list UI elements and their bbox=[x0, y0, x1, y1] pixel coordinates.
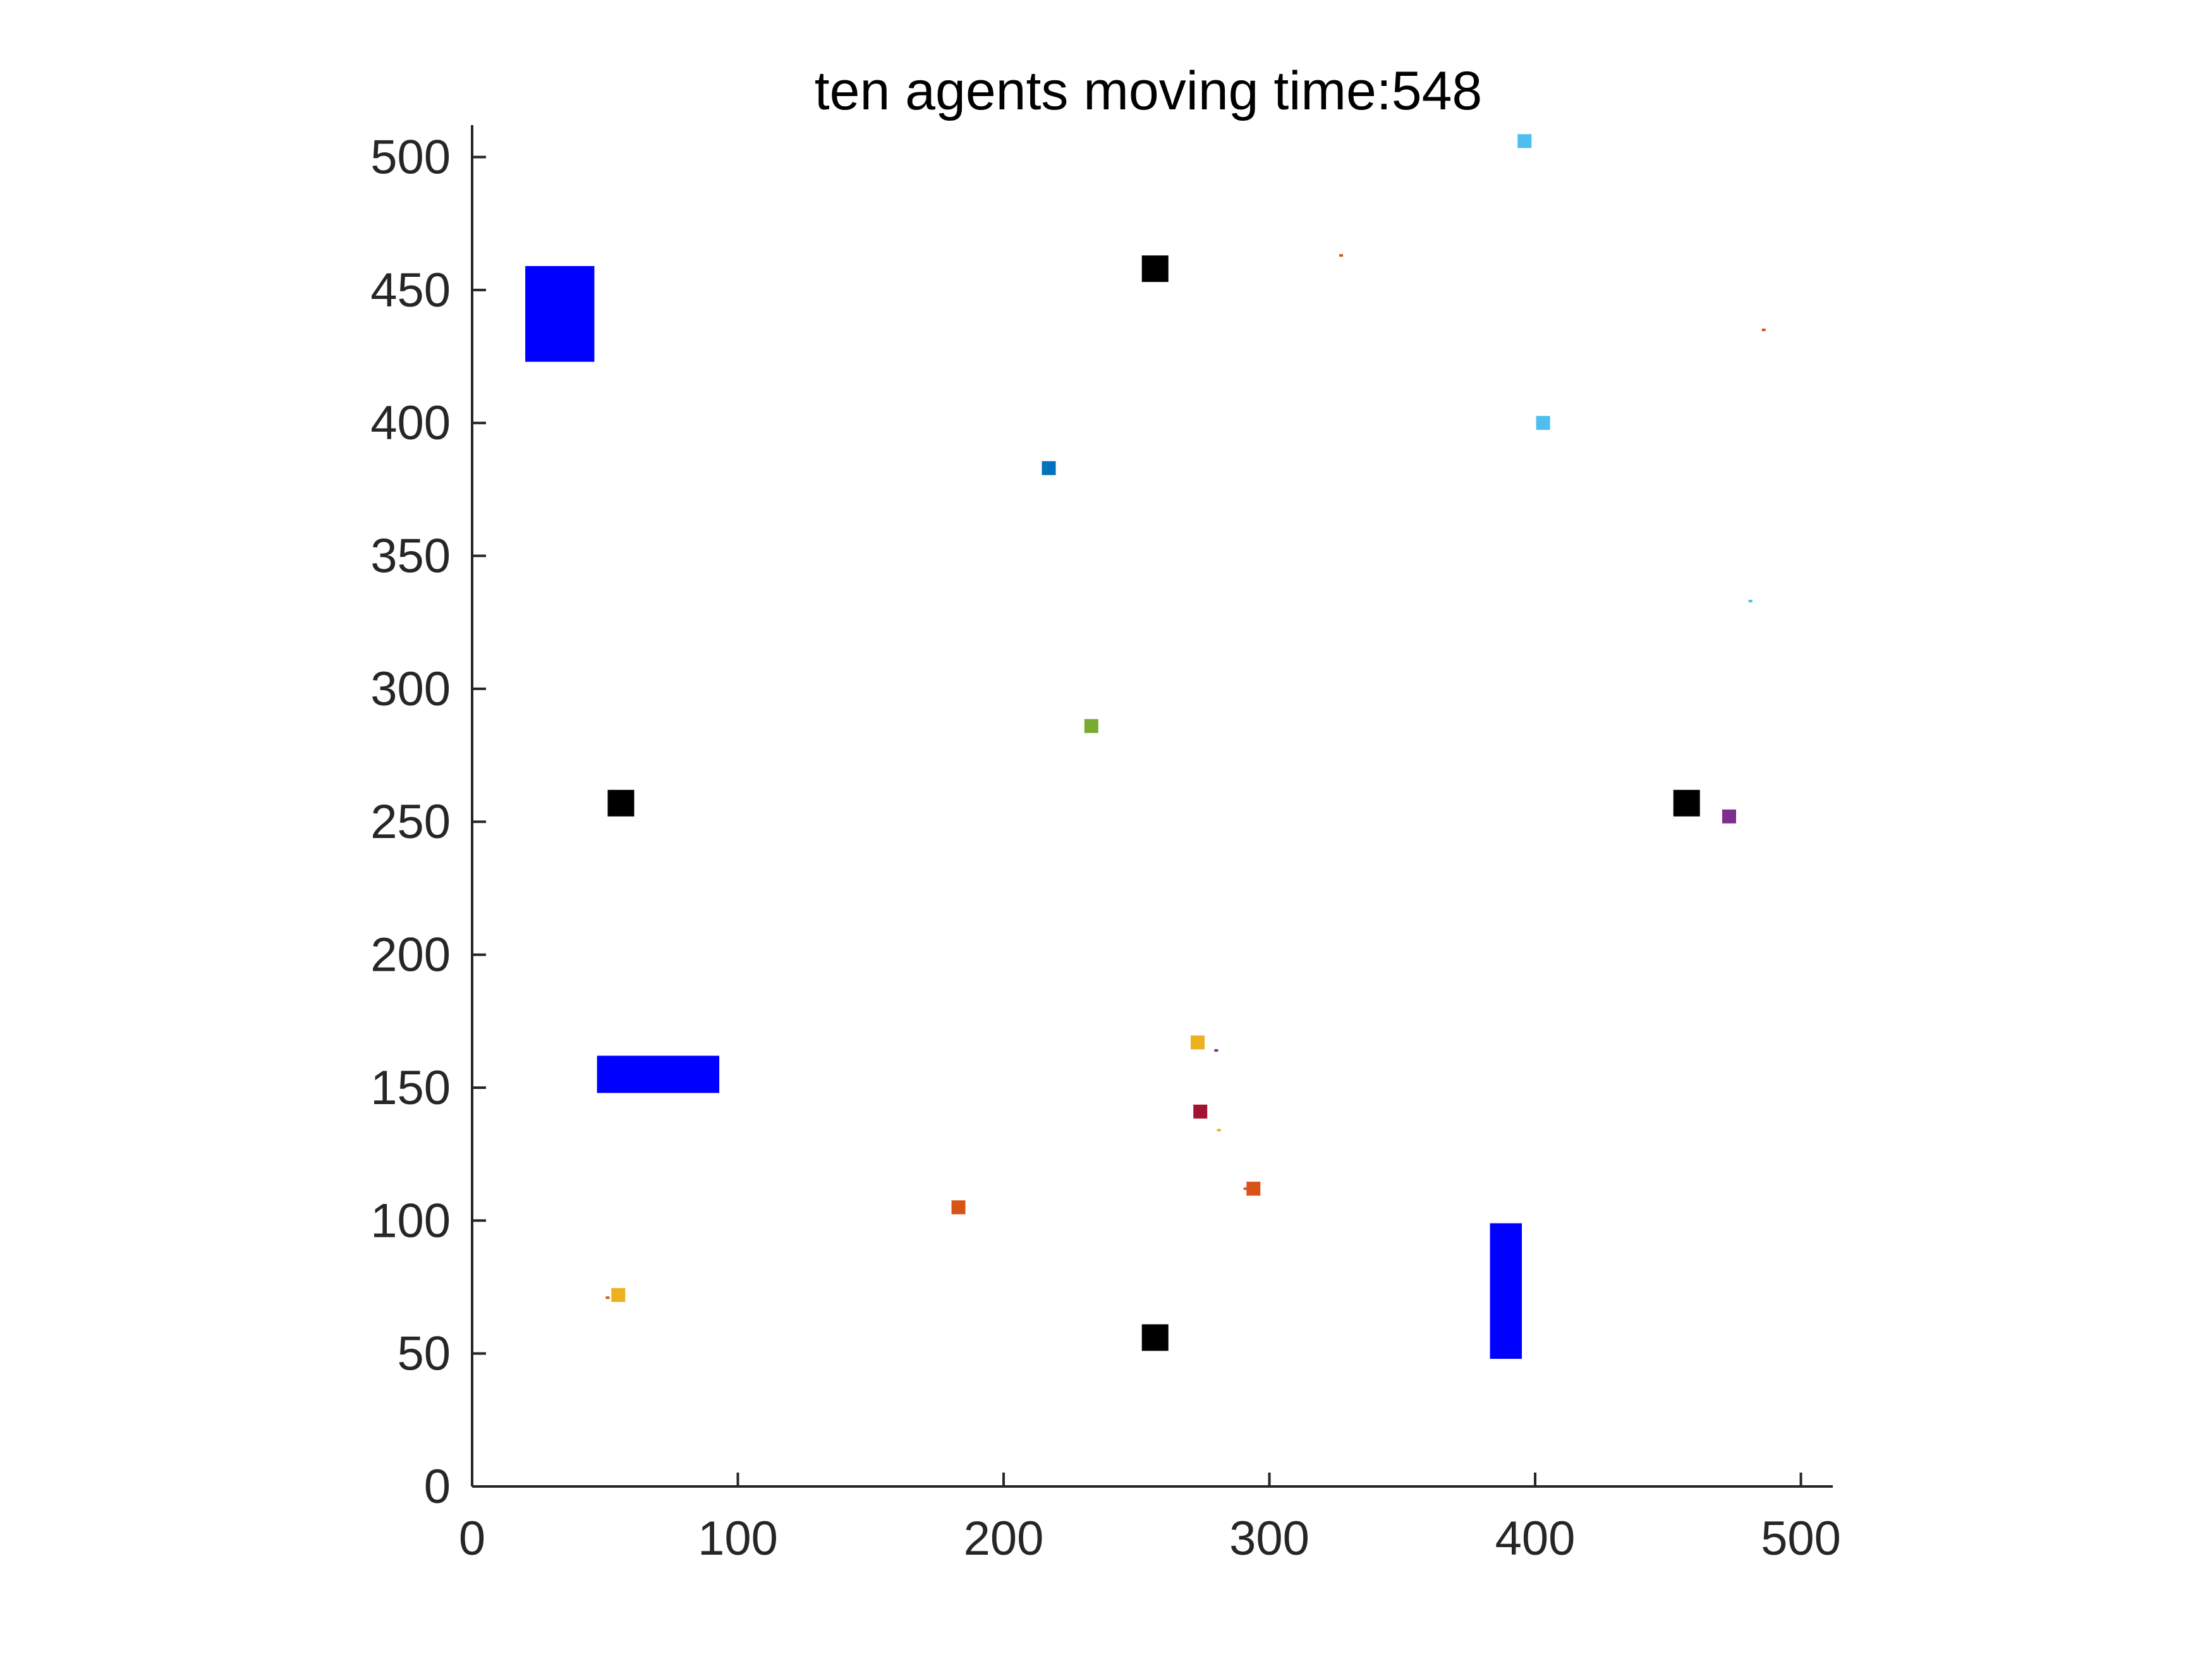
y-tick-label: 50 bbox=[397, 1327, 451, 1381]
agent-marker bbox=[1722, 809, 1737, 823]
x-tick-label: 400 bbox=[1495, 1512, 1576, 1565]
agent-trace bbox=[605, 1296, 610, 1299]
stations-layer bbox=[607, 255, 1700, 1351]
chart-title: ten agents moving time:548 bbox=[815, 61, 1483, 121]
y-tick-label: 0 bbox=[424, 1460, 451, 1514]
agent-trace bbox=[1243, 1187, 1248, 1190]
x-tick-label: 100 bbox=[698, 1512, 778, 1565]
agent-trace bbox=[1761, 328, 1766, 331]
y-tick-label: 100 bbox=[370, 1194, 451, 1248]
agent-trace bbox=[1339, 254, 1344, 257]
agent-marker bbox=[1193, 1104, 1208, 1119]
axes: 0 100 200 300 400 500 0 50 100 150 200 250 300 350 400… bbox=[370, 125, 1841, 1565]
y-tick-label: 200 bbox=[370, 928, 451, 982]
x-tick-label: 0 bbox=[459, 1512, 485, 1565]
agent-marker bbox=[1042, 461, 1056, 475]
x-tick-label: 200 bbox=[964, 1512, 1044, 1565]
agent-marker bbox=[1536, 416, 1550, 430]
y-tick-label: 400 bbox=[370, 396, 451, 450]
y-tick-label: 300 bbox=[370, 662, 451, 716]
agent-trace bbox=[1748, 600, 1753, 603]
agent-marker bbox=[951, 1200, 966, 1215]
agent-marker bbox=[1517, 134, 1532, 149]
obstacle-rect bbox=[1490, 1223, 1522, 1359]
station-marker bbox=[1141, 1324, 1169, 1351]
agent-marker bbox=[1084, 719, 1098, 733]
x-tick-label: 300 bbox=[1229, 1512, 1310, 1565]
obstacle-rect bbox=[525, 265, 595, 362]
agent-trace bbox=[1214, 1049, 1218, 1052]
agent-marker bbox=[1246, 1181, 1261, 1196]
y-tick-label: 250 bbox=[370, 795, 451, 849]
station-marker bbox=[607, 789, 635, 817]
agent-marker bbox=[1190, 1035, 1205, 1050]
traces-layer bbox=[605, 254, 1766, 1299]
y-tick-label: 350 bbox=[370, 530, 451, 583]
obstacle-rect bbox=[597, 1055, 720, 1093]
x-tick-label: 500 bbox=[1761, 1512, 1841, 1565]
y-tick-label: 500 bbox=[370, 130, 451, 184]
station-marker bbox=[1141, 255, 1169, 283]
obstacles-layer bbox=[525, 265, 1522, 1359]
agent-trace bbox=[1217, 1129, 1221, 1132]
y-tick-label: 150 bbox=[370, 1061, 451, 1115]
agents-layer bbox=[611, 134, 1737, 1303]
y-tick-label: 450 bbox=[370, 264, 451, 317]
agent-marker bbox=[611, 1288, 626, 1303]
station-marker bbox=[1673, 789, 1700, 817]
